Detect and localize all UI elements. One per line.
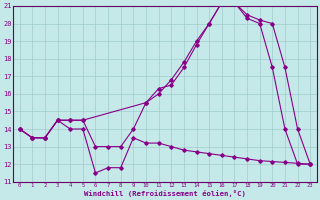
X-axis label: Windchill (Refroidissement éolien,°C): Windchill (Refroidissement éolien,°C) (84, 190, 246, 197)
